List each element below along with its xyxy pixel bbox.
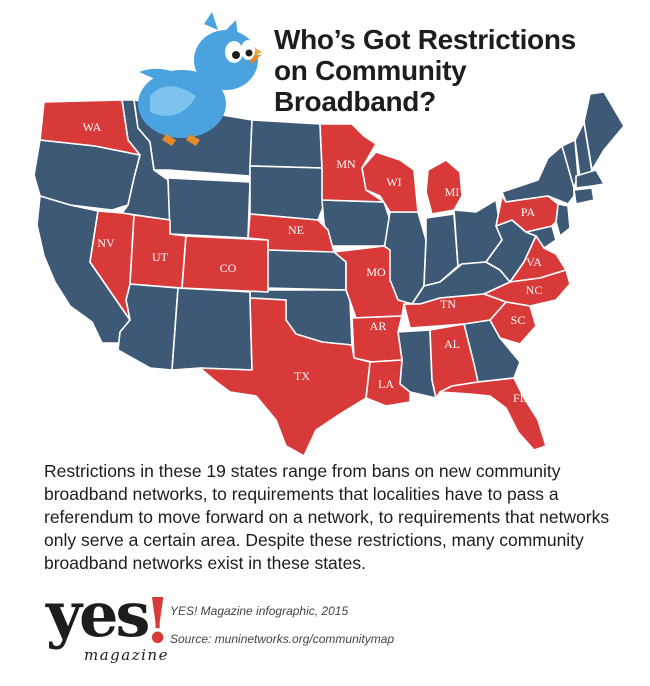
label-wi: WI <box>386 175 401 189</box>
state-wa <box>39 99 141 156</box>
us-map: WA NV UT CO NE MN WI MI PA VA NC SC TN M… <box>33 12 625 457</box>
label-ar: AR <box>370 319 387 333</box>
state-pa <box>495 195 559 233</box>
title-line-3: Broadband? <box>274 86 436 117</box>
label-tx: TX <box>294 369 310 383</box>
label-va: VA <box>526 255 542 269</box>
state-nm <box>171 287 253 371</box>
state-ne <box>247 213 335 253</box>
label-nc: NC <box>526 283 543 297</box>
label-fl: FL <box>513 391 527 405</box>
page-title: Who’s Got Restrictions on Community Broa… <box>274 24 604 117</box>
state-ia <box>321 199 393 247</box>
title-line-1: Who’s Got Restrictions <box>274 24 576 55</box>
logo-word: yes <box>46 578 150 651</box>
logo-subtitle: magazine <box>84 646 169 664</box>
yes-magazine-logo: yes ! magazine <box>46 580 171 670</box>
twitter-bird-icon <box>136 12 262 146</box>
unrestricted-states <box>33 91 625 399</box>
state-mi <box>425 159 463 215</box>
state-ks <box>265 249 347 291</box>
state-me <box>583 91 625 171</box>
label-mi: MI <box>445 185 460 199</box>
state-co <box>181 235 269 293</box>
state-wi <box>361 151 419 213</box>
label-tn: TN <box>440 297 456 311</box>
description-text: Restrictions in these 19 states range fr… <box>44 461 610 573</box>
source-text: Source: muninetworks.org/communitymap <box>170 632 395 646</box>
state-nd <box>249 119 323 169</box>
state-ny <box>501 145 575 205</box>
state-wy <box>167 177 251 239</box>
credit-text: YES! Magazine infographic, 2015 <box>170 604 349 618</box>
state-ct <box>573 187 595 205</box>
label-wa: WA <box>83 120 102 134</box>
label-sc: SC <box>511 313 526 327</box>
title-line-2: on Community <box>274 55 467 86</box>
label-nv: NV <box>97 236 115 250</box>
state-tx <box>199 297 371 457</box>
logo-bang: ! <box>144 584 172 657</box>
state-nv <box>89 210 135 321</box>
state-mo <box>333 245 413 319</box>
restricted-states <box>39 99 571 457</box>
label-ut: UT <box>152 250 169 264</box>
state-sd <box>249 165 325 221</box>
state-ma <box>575 169 605 189</box>
label-pa: PA <box>521 205 536 219</box>
label-mn: MN <box>336 157 356 171</box>
label-la: LA <box>378 377 394 391</box>
us-map-svg: WA NV UT CO NE MN WI MI PA VA NC SC TN M… <box>33 12 625 457</box>
state-fl <box>439 377 547 451</box>
state-tn <box>403 293 507 329</box>
label-mo: MO <box>366 265 386 279</box>
label-ne: NE <box>288 223 304 237</box>
label-co: CO <box>220 261 237 275</box>
label-al: AL <box>444 337 460 351</box>
